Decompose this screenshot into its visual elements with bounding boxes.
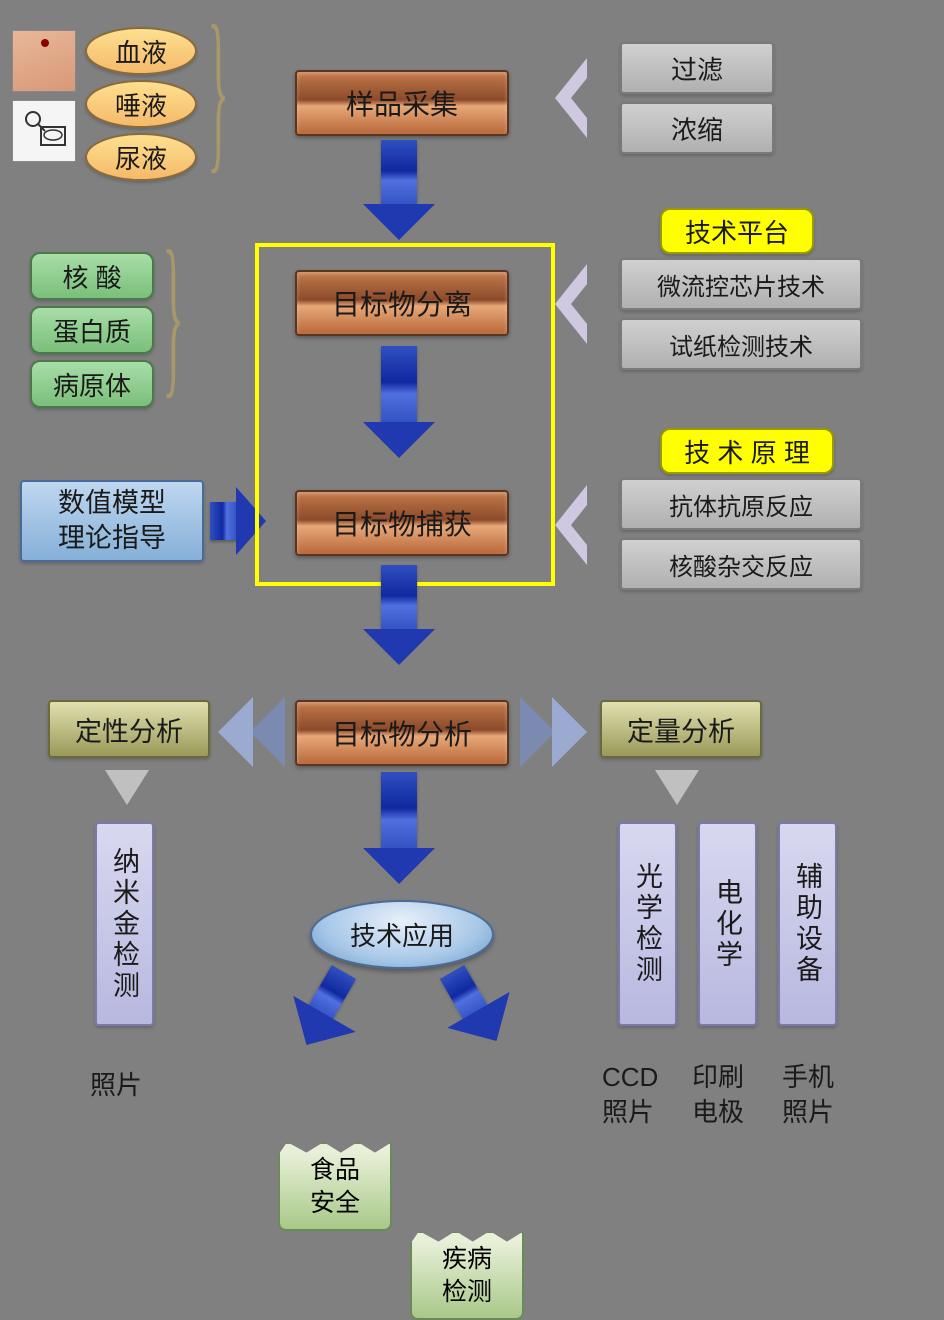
principle-hybrid: 核酸杂交反应: [620, 538, 862, 590]
arrow-split-l: [307, 965, 356, 1022]
chevron-principle: [555, 485, 587, 565]
dchev-r1: [520, 697, 555, 767]
quantitative: 定量分析: [600, 700, 762, 758]
step-capture: 目标物捕获: [295, 490, 509, 556]
output-disease: 疾病 检测: [410, 1231, 524, 1320]
arrow-theory: [210, 502, 238, 540]
output-food: 食品 安全: [278, 1142, 392, 1231]
target-pathogen: 病原体: [30, 360, 154, 408]
dchev-l1: [250, 697, 285, 767]
sample-urine: 尿液: [85, 133, 197, 181]
platform-strip: 试纸检测技术: [620, 318, 862, 370]
arrow-v-2: [381, 346, 417, 426]
dchev-l2: [218, 697, 253, 767]
sample-saliva: 唾液: [85, 80, 197, 128]
theory-box: 数值模型 理论指导: [20, 480, 204, 562]
caption-photo-l: 照片: [90, 1065, 142, 1102]
step-analyze: 目标物分析: [295, 700, 509, 766]
arrow-v-4: [381, 772, 417, 852]
brace-targets: }: [162, 210, 184, 417]
brace-samples: }: [207, 0, 229, 192]
tag-tech-principle: 技 术 原 理: [660, 428, 834, 474]
finger-icon: [12, 30, 76, 92]
toilet-icon: [12, 100, 76, 162]
result-aux: 辅助设备: [778, 822, 837, 1026]
chevron-platform: [555, 264, 587, 344]
result-optical: 光学检测: [618, 822, 677, 1026]
arrow-v-1: [381, 140, 417, 208]
qualitative: 定性分析: [48, 700, 210, 758]
method-filter: 过滤: [620, 42, 774, 94]
result-nanogold: 纳米金检测: [95, 822, 154, 1026]
arrow-v-3: [381, 565, 417, 633]
down-l: [105, 770, 149, 805]
sample-blood: 血液: [85, 27, 197, 75]
down-r: [655, 770, 699, 805]
caption-ccd: CCD 照片: [602, 1060, 658, 1130]
target-protein: 蛋白质: [30, 306, 154, 354]
step-separate: 目标物分离: [295, 270, 509, 336]
application-ellipse: 技术应用: [310, 900, 494, 969]
target-nucleic: 核 酸: [30, 252, 154, 300]
result-electrochem: 电化学: [698, 822, 757, 1026]
arrow-split-r: [440, 965, 489, 1022]
caption-phone: 手机 照片: [782, 1060, 834, 1130]
method-concentrate: 浓缩: [620, 102, 774, 154]
caption-electrode: 印刷 电极: [692, 1060, 744, 1130]
tag-tech-platform: 技术平台: [660, 208, 814, 254]
chevron-collect: [555, 58, 587, 138]
step-collect: 样品采集: [295, 70, 509, 136]
dchev-r2: [552, 697, 587, 767]
platform-microfluidic: 微流控芯片技术: [620, 258, 862, 310]
principle-antibody: 抗体抗原反应: [620, 478, 862, 530]
